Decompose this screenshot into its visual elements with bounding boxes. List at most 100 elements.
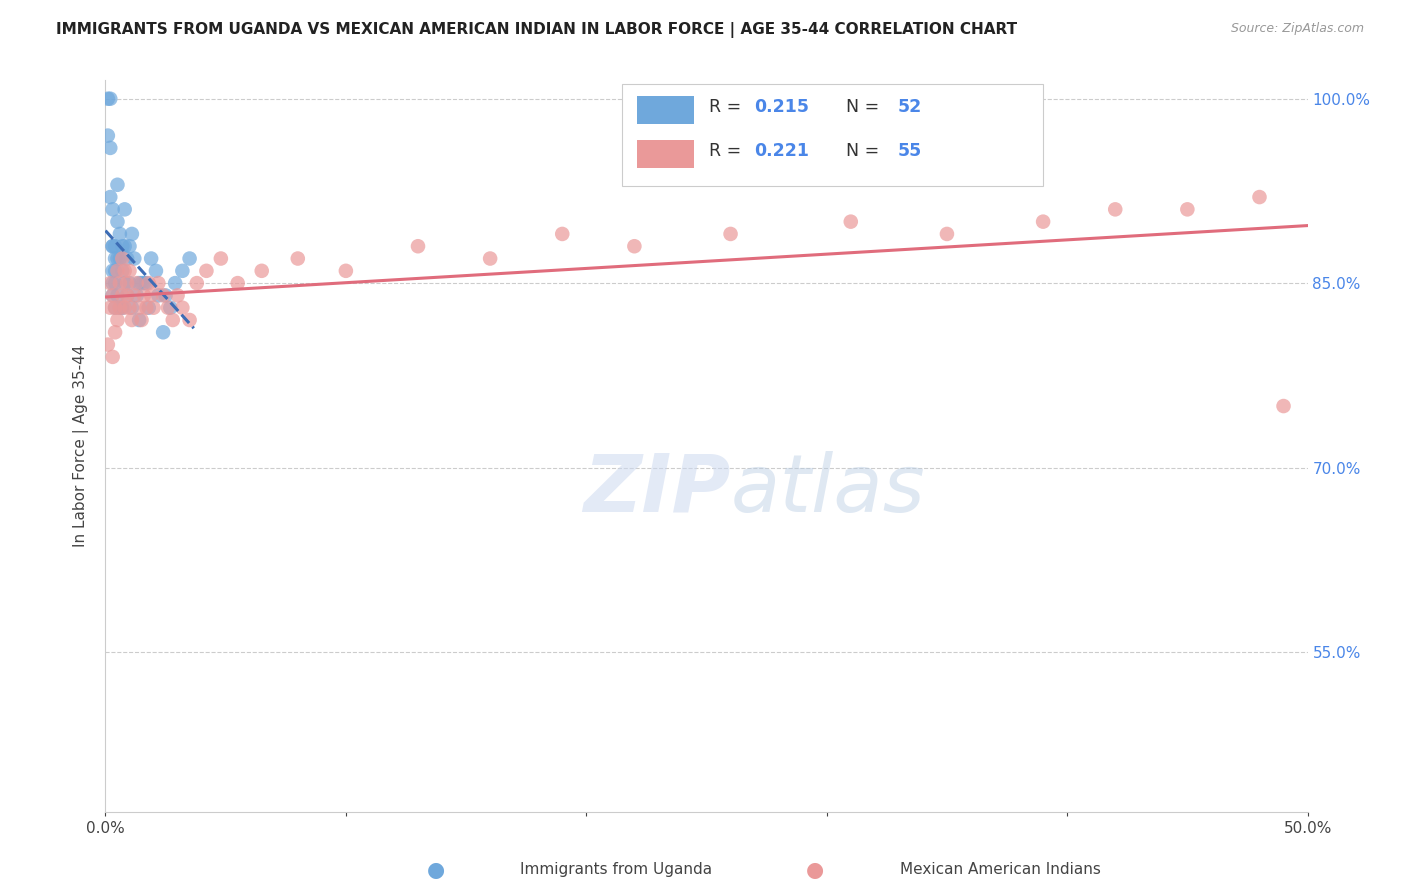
Point [145, 264, 167, 278]
Point [125, 288, 148, 302]
Point [111, 252, 134, 266]
Point [118, 239, 141, 253]
Text: ZIP: ZIP [583, 450, 731, 529]
Text: IMMIGRANTS FROM UGANDA VS MEXICAN AMERICAN INDIAN IN LABOR FORCE | AGE 35-44 COR: IMMIGRANTS FROM UGANDA VS MEXICAN AMERIC… [56, 22, 1018, 38]
Point [121, 301, 143, 315]
Point [115, 276, 138, 290]
Point [111, 239, 134, 253]
Point [97, 92, 120, 106]
Point [121, 313, 143, 327]
Point [118, 276, 141, 290]
Point [155, 288, 177, 302]
Point [165, 276, 187, 290]
Point [287, 252, 309, 266]
Text: ●: ● [427, 860, 444, 880]
Point [114, 276, 136, 290]
Point [166, 288, 188, 302]
Point [97, 128, 120, 143]
FancyBboxPatch shape [637, 140, 695, 168]
Point [114, 264, 136, 278]
Text: Immigrants from Uganda: Immigrants from Uganda [520, 863, 713, 877]
Text: N =: N = [835, 98, 884, 116]
Point [159, 301, 181, 315]
Point [179, 252, 201, 266]
Point [139, 252, 162, 266]
Point [114, 301, 136, 315]
Point [107, 178, 129, 192]
Point [124, 252, 146, 266]
Point [104, 239, 127, 253]
FancyBboxPatch shape [637, 96, 695, 124]
FancyBboxPatch shape [623, 84, 1043, 186]
Point [195, 264, 218, 278]
Point [125, 276, 148, 290]
Text: 0.221: 0.221 [755, 142, 810, 161]
Text: Mexican American Indians: Mexican American Indians [900, 863, 1101, 877]
Point [551, 227, 574, 241]
Point [148, 288, 170, 302]
Point [108, 301, 131, 315]
Point [111, 264, 134, 278]
Point [104, 276, 127, 290]
Point [114, 202, 136, 217]
Point [101, 288, 124, 302]
Point [138, 301, 160, 315]
Point [162, 313, 184, 327]
Point [132, 276, 155, 290]
Point [839, 214, 862, 228]
Point [104, 264, 127, 278]
Point [406, 239, 429, 253]
Point [115, 252, 138, 266]
Point [131, 276, 153, 290]
Point [107, 264, 129, 278]
Text: N =: N = [835, 142, 884, 161]
Point [128, 301, 150, 315]
Point [104, 252, 127, 266]
Text: 0.215: 0.215 [755, 98, 810, 116]
Point [128, 313, 150, 327]
Point [101, 264, 124, 278]
Point [115, 288, 138, 302]
Point [98, 301, 121, 315]
Point [148, 276, 170, 290]
Point [1175, 202, 1198, 217]
Point [135, 276, 157, 290]
Point [108, 252, 131, 266]
Text: R =: R = [709, 142, 747, 161]
Point [98, 92, 121, 106]
Point [1032, 214, 1054, 228]
Point [107, 252, 129, 266]
Point [104, 326, 127, 340]
Point [101, 202, 124, 217]
Point [1104, 202, 1126, 217]
Point [104, 301, 127, 315]
Point [108, 276, 131, 290]
Point [250, 264, 273, 278]
Point [101, 276, 124, 290]
Point [226, 276, 249, 290]
Point [179, 313, 201, 327]
Point [172, 264, 194, 278]
Point [107, 313, 129, 327]
Point [132, 288, 155, 302]
Point [335, 264, 357, 278]
Point [124, 288, 146, 302]
Text: 55: 55 [897, 142, 922, 161]
Point [98, 190, 121, 204]
Text: Source: ZipAtlas.com: Source: ZipAtlas.com [1230, 22, 1364, 36]
Point [135, 301, 157, 315]
Point [209, 252, 232, 266]
Point [142, 301, 165, 315]
Point [720, 227, 742, 241]
Point [128, 276, 150, 290]
Point [104, 301, 127, 315]
Point [172, 301, 194, 315]
Point [1249, 190, 1271, 204]
Text: atlas: atlas [731, 450, 925, 529]
Point [101, 288, 124, 302]
Text: R =: R = [709, 98, 747, 116]
Text: 52: 52 [897, 98, 922, 116]
Point [152, 326, 174, 340]
Point [98, 141, 121, 155]
Point [97, 337, 120, 351]
